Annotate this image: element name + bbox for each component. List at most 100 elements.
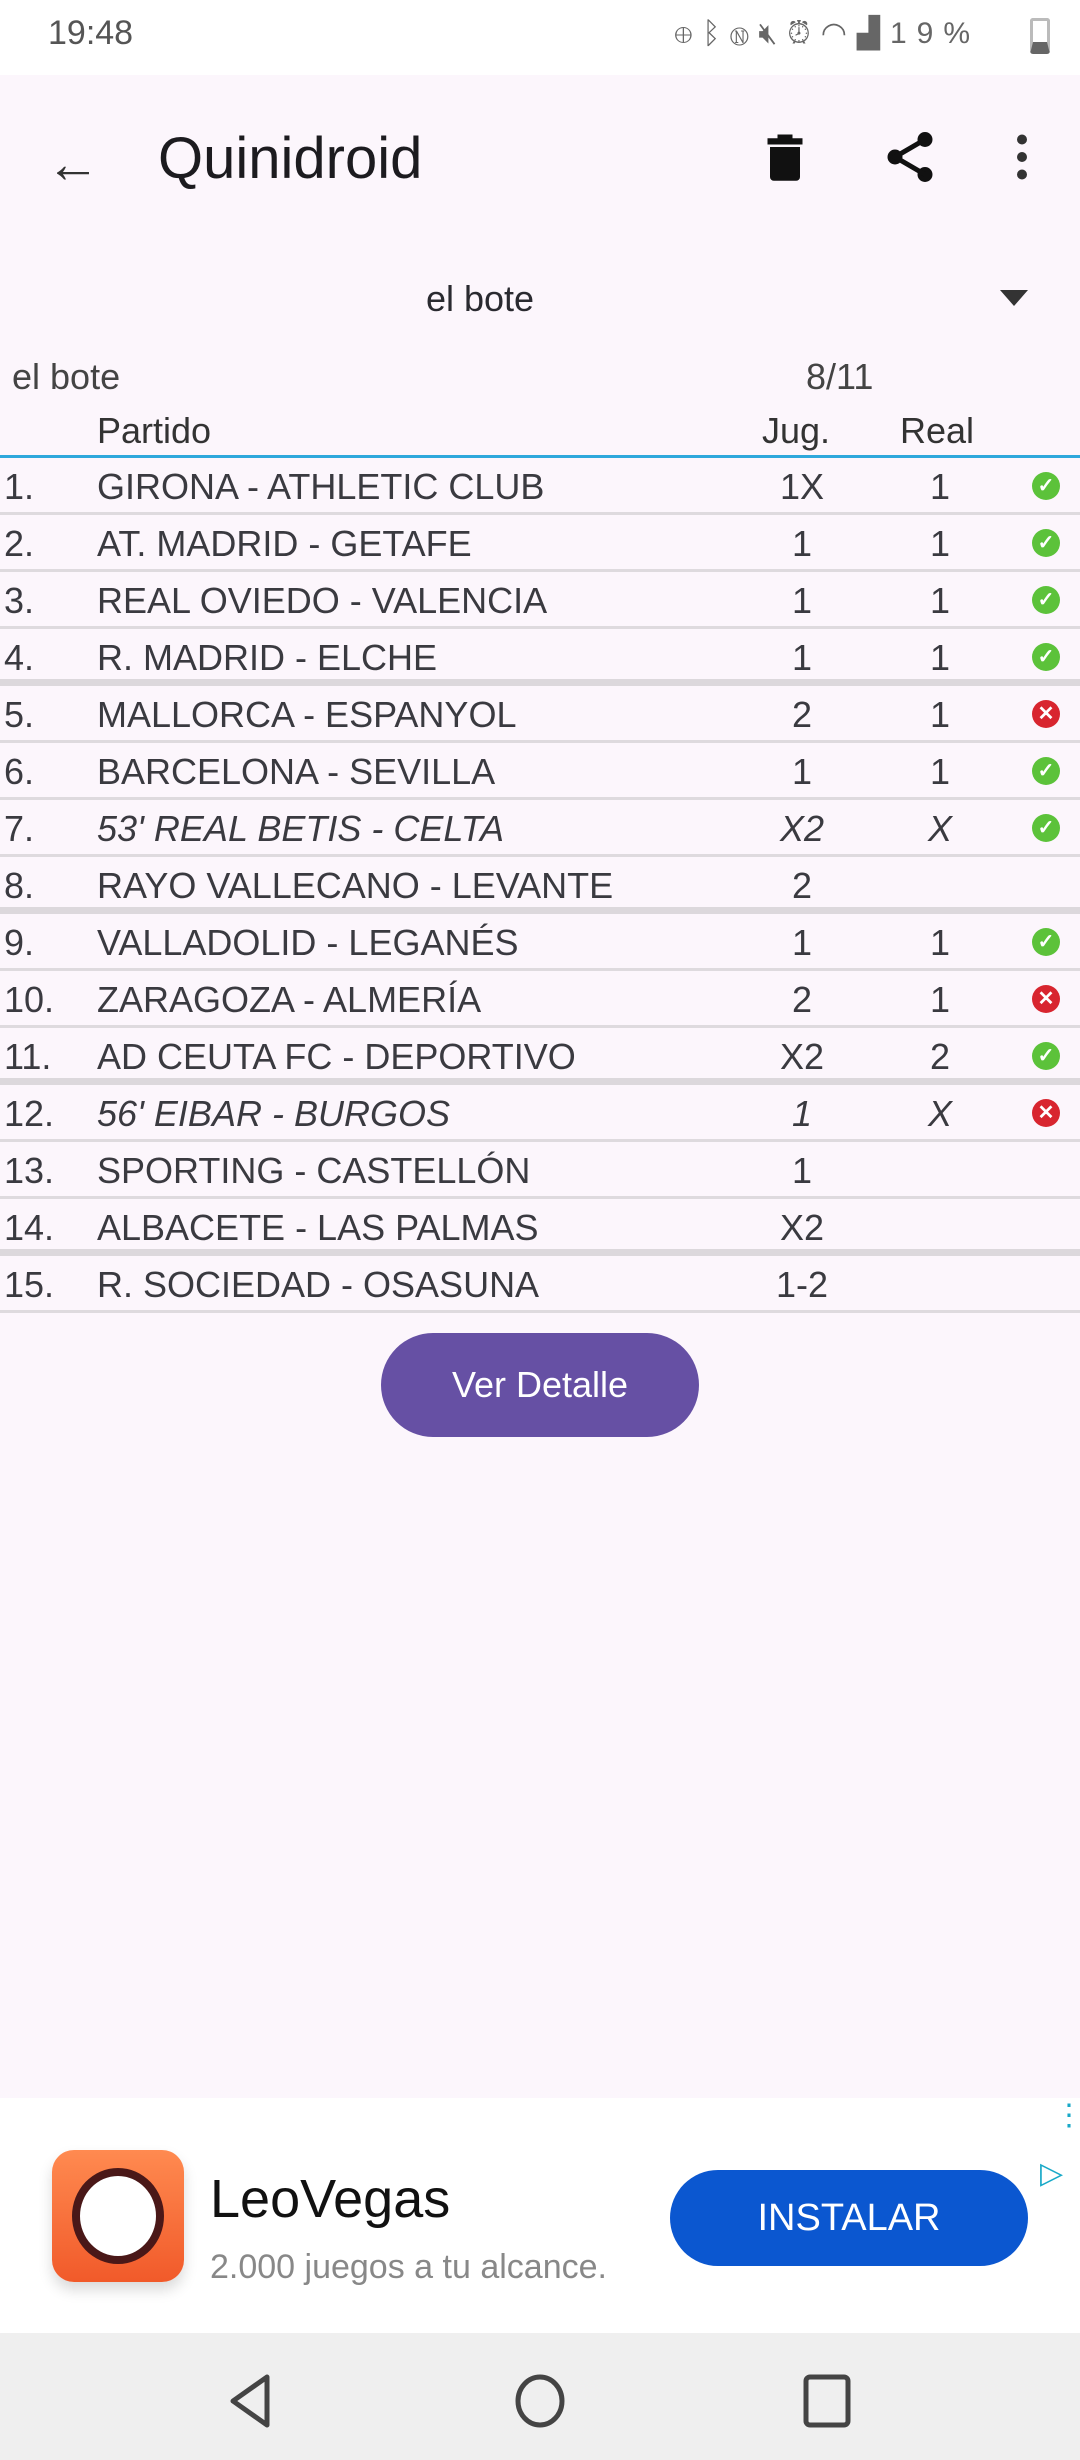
real-result: 1 [929,580,951,621]
header-divider [0,455,1080,458]
cross-icon: ✕ [1032,985,1060,1013]
match-number: 9. [4,922,35,963]
match-name: R. MADRID - ELCHE [97,637,438,678]
match-name: RAYO VALLECANO - LEVANTE [97,865,614,906]
nav-home-icon[interactable] [513,2373,567,2429]
match-number: 1. [4,466,35,507]
matches-table: 1. GIRONA - ATHLETIC CLUB 1 X 1 ✓ 2. AT. MADRID… [0,458,1080,1313]
table-row[interactable]: 8. RAYO VALLECANO - LEVANTE 2 [0,857,1080,914]
match-number: 10. [4,979,55,1020]
played-prediction: 2 [791,694,813,735]
match-name: GIRONA - ATHLETIC CLUB [97,466,545,507]
table-row[interactable]: 7. 53' REAL BETIS - CELTA X2 X ✓ [0,800,1080,857]
cross-icon: ✕ [1032,1099,1060,1127]
played-prediction: 1 [791,1150,813,1191]
match-name: SPORTING - CASTELLÓN [97,1150,531,1191]
match-name: 56' EIBAR - BURGOS [97,1093,450,1134]
ad-title: LeoVegas [210,2169,451,2229]
played-prediction: 1 [791,1093,813,1134]
played-prediction: 1 [791,580,813,621]
match-name: VALLADOLID - LEGANÉS [97,922,519,963]
match-number: 2. [4,523,35,564]
played-prediction: X2 [779,1036,825,1077]
match-number: 6. [4,751,35,792]
table-row[interactable]: 6. BARCELONA - SEVILLA 1 1 ✓ [0,743,1080,800]
share-icon[interactable] [880,127,940,187]
match-number: 3. [4,580,35,621]
ad-subtitle: 2.000 juegos a tu alcance. [210,2248,607,2286]
match-number: 12. [4,1093,55,1134]
real-result: 1 [929,694,951,735]
check-icon: ✓ [1032,814,1060,842]
match-number: 14. [4,1207,55,1248]
trash-icon[interactable] [755,127,815,187]
table-row[interactable]: 10. ZARAGOZA - ALMERÍA 2 1 ✕ [0,971,1080,1028]
nav-back-icon[interactable] [225,2373,277,2429]
signal-icon: ▟ [856,17,890,50]
status-icons: ⊕ᛒⓃ🔇︎⏰︎◠▟19% [674,16,980,51]
table-row[interactable]: 4. R. MADRID - ELCHE 1 1 ✓ [0,629,1080,686]
match-number: 13. [4,1150,55,1191]
bet-name: el bote [12,356,121,397]
check-icon: ✓ [1032,586,1060,614]
match-number: 7. [4,808,35,849]
check-icon: ✓ [1032,1042,1060,1070]
played-prediction: 1-2 [775,1264,829,1305]
wifi-icon: ◠ [820,17,857,50]
more-vert-icon[interactable] [1000,127,1044,187]
match-number: 8. [4,865,35,906]
ad-install-button[interactable]: INSTALAR [670,2170,1028,2266]
match-name: AT. MADRID - GETAFE [97,523,472,564]
match-name: REAL OVIEDO - VALENCIA [97,580,548,621]
table-row[interactable]: 11. AD CEUTA FC - DEPORTIVO X2 2 ✓ [0,1028,1080,1085]
ver-detalle-button[interactable]: Ver Detalle [381,1333,699,1437]
table-row[interactable]: 9. VALLADOLID - LEGANÉS 1 1 ✓ [0,914,1080,971]
selected-bet: el bote [425,278,535,319]
match-number: 5. [4,694,35,735]
hits-score: 8/11 [806,356,874,397]
header-real: Real [900,410,975,451]
real-result: 1 [929,466,951,507]
played-prediction: 1 [791,751,813,792]
match-name: R. SOCIEDAD - OSASUNA [97,1264,540,1305]
table-row[interactable]: 12. 56' EIBAR - BURGOS 1 X ✕ [0,1085,1080,1142]
table-row[interactable]: 3. REAL OVIEDO - VALENCIA 1 1 ✓ [0,572,1080,629]
leovegas-logo [52,2150,184,2282]
toolbar: ← Quinidroid [0,75,1080,250]
table-row[interactable]: 5. MALLORCA - ESPANYOL 2 1 ✕ [0,686,1080,743]
alarm-icon: ⏰︎ [787,17,821,50]
check-icon: ✓ [1032,529,1060,557]
table-row[interactable]: 15. R. SOCIEDAD - OSASUNA 1-2 [0,1256,1080,1313]
bet-selector-dropdown[interactable]: el bote [0,260,1080,340]
navigation-bar [0,2333,1080,2460]
ad-banner[interactable]: LeoVegas 2.000 juegos a tu alcance. INST… [0,2098,1080,2334]
match-name: ALBACETE - LAS PALMAS [97,1207,539,1248]
match-name: BARCELONA - SEVILLA [97,751,496,792]
real-result: 1 [929,637,951,678]
nav-recents-icon[interactable] [800,2373,854,2429]
table-row[interactable]: 1. GIRONA - ATHLETIC CLUB 1X 1 ✓ [0,458,1080,515]
back-arrow-icon[interactable]: ← [46,134,100,194]
real-result: 1 [929,523,951,564]
match-number: 11. [4,1036,52,1077]
real-result: 1 [929,751,951,792]
table-row[interactable]: 2. AT. MADRID - GETAFE 1 1 ✓ [0,515,1080,572]
played-prediction: X2 [779,1207,825,1248]
real-result: 1 [929,922,951,963]
check-icon: ✓ [1032,928,1060,956]
real-result: X [927,1093,952,1134]
battery-icon [1030,18,1050,54]
match-number: 4. [4,637,35,678]
check-icon: ✓ [1032,472,1060,500]
match-number: 15. [4,1264,55,1305]
status-bar: 19:48 ⊕ᛒⓃ🔇︎⏰︎◠▟19% [0,0,1080,75]
played-prediction: 1 [791,922,813,963]
table-row[interactable]: 14. ALBACETE - LAS PALMAS X2 [0,1199,1080,1256]
nfc-icon: Ⓝ [730,17,759,50]
check-icon: ✓ [1032,643,1060,671]
ad-options-icon[interactable]: ⋮ [1054,2099,1080,2132]
ad-choices-icon[interactable]: ▷ [1040,2157,1064,2190]
table-row[interactable]: 13. SPORTING - CASTELLÓN 1 [0,1142,1080,1199]
data-saver-icon: ⊕ [674,17,703,50]
bluetooth-icon: ᛒ [702,17,731,50]
